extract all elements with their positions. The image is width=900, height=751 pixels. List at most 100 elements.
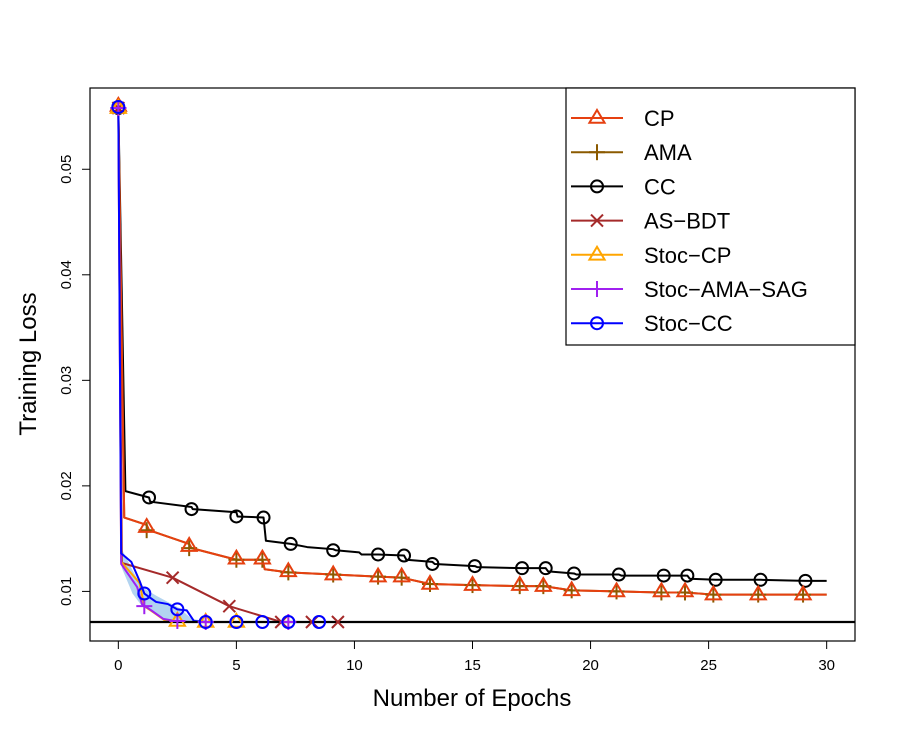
y-tick-label: 0.03 <box>58 366 75 395</box>
x-axis-title: Number of Epochs <box>373 685 572 712</box>
cc-point <box>753 572 768 587</box>
cp-point <box>703 584 723 601</box>
legend-swatch-marker <box>590 179 604 194</box>
cc-point <box>680 568 695 583</box>
legend-label: AS−BDT <box>644 209 730 234</box>
as-bdt-point-b <box>222 599 237 613</box>
cp-point <box>392 566 412 583</box>
cc-point <box>142 490 157 505</box>
x-tick-label: 15 <box>464 657 481 674</box>
cc-point <box>326 543 341 558</box>
stoc-cc-point <box>170 602 185 617</box>
as-bdt-point <box>331 615 345 629</box>
y-tick-label: 0.01 <box>58 577 75 606</box>
y-tick-label: 0.05 <box>58 155 75 184</box>
cp-point <box>227 548 246 565</box>
legend-label: CC <box>644 174 676 199</box>
as-bdt-point-b <box>331 615 345 629</box>
y-tick-label: 0.04 <box>58 260 75 289</box>
cc-line <box>117 108 827 582</box>
series-markers <box>108 95 813 631</box>
legend-item-as-bdt: AS−BDT <box>571 209 730 234</box>
legend-swatch-marker <box>589 281 605 297</box>
cp-point <box>510 575 530 591</box>
legend-swatch-marker <box>590 213 604 228</box>
legend-swatch-marker <box>590 316 604 331</box>
cc-point <box>397 548 412 563</box>
legend-item-cc: CC <box>571 174 676 199</box>
stoc-cp-markers <box>108 98 246 628</box>
legend: CP AMA CC AS−BDT Stoc−CP Stoc−AMA−SAG Stoc−CC <box>565 87 856 346</box>
cc-point <box>229 509 244 524</box>
as-bdt-line <box>117 108 338 624</box>
x-tick-label: 30 <box>818 657 835 674</box>
x-tick-label: 25 <box>700 657 717 674</box>
x-tick-label: 5 <box>232 657 240 674</box>
cc-point <box>611 567 626 582</box>
cp-point <box>748 584 768 601</box>
cp-point <box>533 576 553 592</box>
cc-point <box>425 556 440 571</box>
y-axis: 0.01 0.02 0.03 0.04 0.05 <box>58 155 91 606</box>
cc-point <box>371 547 386 562</box>
cp-point <box>562 580 582 597</box>
legend-item-stoc-cp: Stoc−CP <box>571 243 731 268</box>
cc-point <box>798 573 813 588</box>
stoc-cc-band <box>118 108 289 624</box>
cp-point <box>253 548 272 565</box>
cp-markers <box>108 95 813 601</box>
cc-point <box>184 502 199 517</box>
x-tick-label: 10 <box>346 657 363 674</box>
x-axis: 0 5 10 15 20 25 30 <box>114 640 835 674</box>
as-bdt-point <box>165 570 180 585</box>
ama-point <box>138 522 155 539</box>
stoc-cc-point <box>281 615 296 630</box>
legend-item-stoc-cc: Stoc−CC <box>571 311 733 336</box>
stoc-cp-line <box>117 108 284 624</box>
cc-markers <box>111 101 813 588</box>
stoc-cp-point <box>227 612 246 628</box>
cp-point <box>179 536 199 552</box>
cp-point <box>793 584 813 601</box>
legend-item-stoc-ama-sag: Stoc−AMA−SAG <box>571 277 808 302</box>
y-tick-label: 0.02 <box>58 471 75 500</box>
stoc-cc-point <box>137 586 152 601</box>
stoc-ama-sag-point <box>136 598 153 615</box>
as-bdt-markers <box>111 101 345 629</box>
cp-point <box>323 564 343 581</box>
stoc-cc-point <box>229 615 244 630</box>
cc-point <box>708 572 723 587</box>
confidence-bands <box>118 108 289 624</box>
legend-label: Stoc−AMA−SAG <box>644 277 808 302</box>
legend-label: CP <box>644 106 675 131</box>
cc-point <box>656 568 671 583</box>
cc-point <box>467 559 482 574</box>
as-bdt-point-b <box>165 570 180 585</box>
cp-point <box>278 561 298 578</box>
cp-point <box>368 566 388 583</box>
cp-point <box>137 517 157 533</box>
cc-point <box>567 566 582 581</box>
legend-item-cp: CP <box>571 106 675 131</box>
as-bdt-point <box>222 599 237 613</box>
legend-label: Stoc−CP <box>644 243 731 268</box>
stoc-ama-sag-line <box>117 108 284 624</box>
stoc-cc-point <box>111 99 126 114</box>
stoc-cc-point <box>312 615 327 630</box>
legend-swatch-marker <box>589 144 605 161</box>
legend-item-ama: AMA <box>571 140 692 165</box>
x-tick-label: 20 <box>582 657 599 674</box>
cp-point <box>675 581 695 598</box>
cc-point <box>538 561 553 576</box>
legend-swatch-marker <box>587 244 607 261</box>
cp-point <box>420 574 440 590</box>
cp-point <box>607 581 626 598</box>
stoc-cc-point <box>255 615 270 630</box>
stoc-cc-markers <box>111 99 327 630</box>
legend-label: AMA <box>644 140 692 165</box>
x-tick-label: 0 <box>114 657 122 674</box>
y-axis-title: Training Loss <box>15 292 42 435</box>
legend-swatch-marker <box>587 108 607 124</box>
stoc-cc-line <box>117 108 320 624</box>
